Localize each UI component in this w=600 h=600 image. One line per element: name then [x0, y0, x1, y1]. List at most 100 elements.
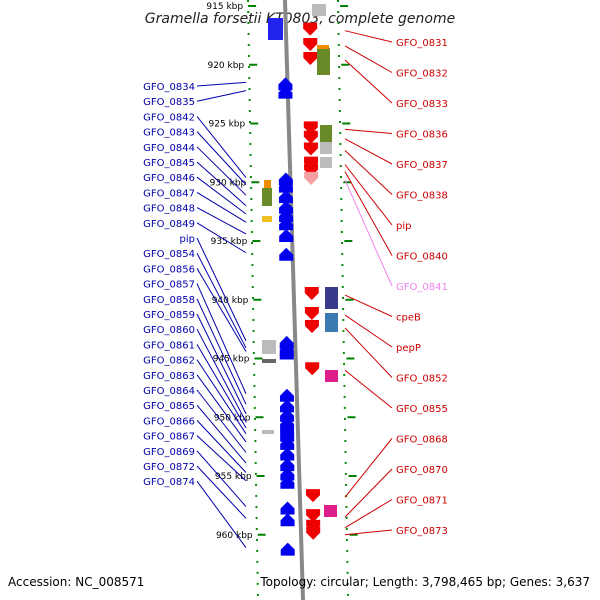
forward-gene-arrow — [278, 172, 293, 186]
gene-label-leader — [196, 116, 247, 178]
domain-block-orange — [317, 45, 329, 49]
gene-label-leader — [196, 81, 247, 87]
gene-label: GFO_0864 — [143, 386, 195, 397]
domain-block-dark — [262, 359, 276, 363]
gene-label: GFO_0840 — [396, 252, 448, 263]
gene-label-leader — [196, 252, 247, 349]
domain-block-orange — [264, 180, 271, 188]
gene-label-leader — [344, 369, 393, 409]
domain-block-magenta — [324, 505, 337, 517]
gene-label-leader — [196, 207, 247, 235]
reverse-gene-arrow — [306, 519, 321, 533]
gene-label-leader — [196, 268, 247, 352]
domain-block-navy — [325, 287, 338, 309]
gene-label-leader — [196, 146, 247, 196]
forward-gene-arrow — [280, 513, 295, 527]
gene-label: GFO_0832 — [396, 69, 448, 80]
domain-block-magenta — [325, 370, 338, 382]
gene-label-leader — [344, 45, 393, 73]
gene-label: GFO_0861 — [143, 340, 195, 351]
gene-label: GFO_0866 — [143, 416, 195, 427]
gene-label: pip — [180, 234, 195, 245]
gene-label: GFO_0867 — [143, 432, 195, 443]
gene-label: GFO_0835 — [143, 97, 195, 108]
gene-label-leader — [196, 389, 247, 453]
gene-label-leader — [344, 59, 393, 104]
gene-label-leader — [344, 499, 393, 529]
scale-tick-label: 920 kbp — [207, 61, 244, 71]
gene-label: GFO_0846 — [143, 173, 195, 184]
right-gene-labels: GFO_0831 GFO_0832 GFO_0833 GFO_0836 GFO_0837… — [344, 30, 448, 537]
forward-gene-arrow — [280, 467, 295, 481]
gene-label: GFO_0834 — [143, 82, 195, 93]
gene-label: GFO_0859 — [143, 310, 195, 321]
reverse-gene-arrow — [304, 287, 319, 301]
reverse-gene-arrow — [303, 130, 318, 144]
reverse-gene-arrow — [304, 171, 319, 185]
domain-block-olive — [317, 48, 330, 75]
forward-gene-arrow — [278, 179, 293, 193]
gene-label: GFO_0872 — [143, 462, 195, 473]
gene-label: pepP — [396, 343, 421, 354]
gene-label-leader — [196, 344, 247, 429]
gene-label: GFO_0833 — [396, 99, 448, 110]
gene-label-leader — [196, 480, 247, 548]
gene-label: GFO_0837 — [396, 160, 448, 171]
genome-backbone — [283, 0, 305, 600]
topology-text: Topology: circular; Length: 3,798,465 bp… — [259, 575, 590, 589]
gene-label: GFO_0856 — [143, 264, 195, 275]
gene-label: GFO_0841 — [396, 282, 448, 293]
forward-gene-arrow — [279, 346, 294, 360]
gene-label-leader — [344, 294, 393, 317]
reverse-gene-arrow — [304, 307, 319, 321]
gene-label-leader — [344, 150, 393, 195]
domain-block-yellow — [262, 216, 272, 222]
gene-label-leader — [196, 450, 247, 507]
gene-label-leader — [196, 161, 247, 207]
scale-tick-label: 940 kbp — [212, 296, 249, 306]
gene-label-leader — [344, 179, 393, 287]
gene-label: GFO_0873 — [396, 526, 448, 537]
right-dotted-track — [337, 0, 349, 600]
forward-gene-arrow — [279, 247, 294, 261]
gene-label: GFO_0844 — [143, 143, 195, 154]
gene-label-leader — [344, 164, 393, 226]
forward-gene-arrow — [280, 408, 295, 422]
domain-block-blue — [268, 18, 283, 40]
gene-label: GFO_0858 — [143, 295, 195, 306]
reverse-gene-arrow — [303, 37, 318, 51]
domain-blocks — [262, 4, 338, 517]
domain-block-gray — [262, 340, 276, 354]
reverse-strand-genes — [303, 22, 321, 540]
gene-label-leader — [196, 374, 247, 443]
forward-gene-arrow — [279, 228, 294, 242]
gene-label-leader — [196, 404, 247, 464]
gene-label-leader — [344, 327, 393, 378]
left-gene-labels: GFO_0834 GFO_0835 GFO_0842 GFO_0843 GFO_0844… — [143, 81, 247, 548]
forward-gene-arrow — [280, 458, 295, 472]
gene-label: GFO_0838 — [396, 191, 448, 202]
forward-gene-arrow — [279, 335, 294, 349]
gene-label-leader — [196, 222, 247, 254]
forward-gene-arrow — [279, 200, 294, 214]
domain-block-olive — [262, 188, 272, 206]
gene-label-leader — [196, 435, 247, 482]
gene-label: GFO_0863 — [143, 371, 195, 382]
reverse-gene-arrow — [305, 489, 320, 503]
gene-label: GFO_0868 — [396, 435, 448, 446]
gene-label-leader — [196, 90, 247, 102]
gene-label-leader — [196, 328, 247, 423]
forward-gene-arrow — [280, 447, 295, 461]
gene-label-leader — [196, 359, 247, 434]
reverse-gene-arrow — [303, 22, 318, 36]
gene-label: GFO_0855 — [396, 404, 448, 415]
forward-gene-arrow — [279, 208, 294, 222]
gene-label: GFO_0862 — [143, 356, 195, 367]
reverse-gene-arrow — [304, 163, 319, 177]
gene-label-leader — [196, 298, 247, 405]
gene-label: GFO_0843 — [143, 128, 195, 139]
gene-label: GFO_0857 — [143, 280, 195, 291]
gene-label: GFO_0871 — [396, 496, 448, 507]
gene-label: GFO_0847 — [143, 188, 195, 199]
